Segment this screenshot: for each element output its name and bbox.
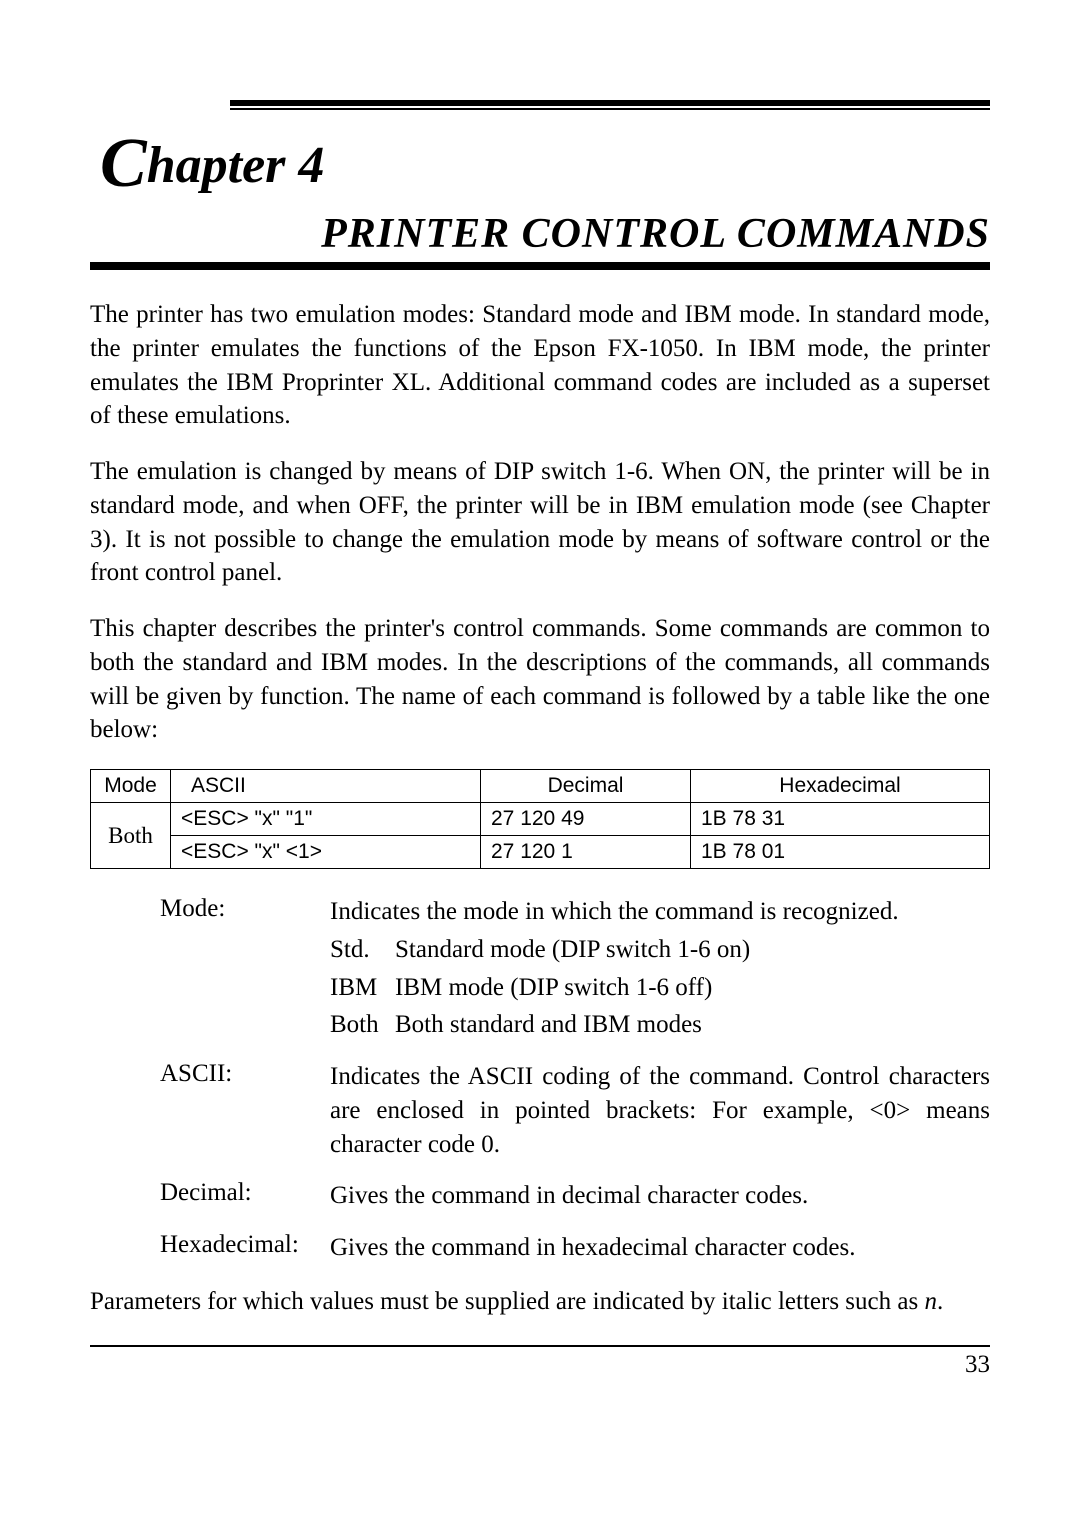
def-ascii: ASCII: Indicates the ASCII coding of the…	[160, 1060, 990, 1161]
closing-para: Parameters for which values must be supp…	[90, 1285, 990, 1319]
col-ascii: ASCII	[171, 770, 481, 803]
def-hex: Hexadecimal: Gives the command in hexade…	[160, 1231, 990, 1265]
def-mode: Mode: Indicates the mode in which the co…	[160, 895, 990, 1042]
def-body: Indicates the mode in which the command …	[330, 895, 990, 1042]
chapter-label: Chapter 4	[90, 124, 990, 204]
def-body: Gives the command in decimal character c…	[330, 1179, 990, 1213]
col-mode: Mode	[91, 770, 171, 803]
abbr-text: Standard mode (DIP switch 1-6 on)	[395, 933, 750, 967]
table-row: Both <ESC> "x" "1" 27 120 49 1B 78 31	[91, 803, 990, 836]
col-decimal: Decimal	[481, 770, 691, 803]
intro-para-2: The emulation is changed by means of DIP…	[90, 455, 990, 590]
cell-hex: 1B 78 01	[691, 836, 990, 869]
def-intro: Indicates the mode in which the command …	[330, 898, 899, 925]
page-number: 33	[90, 1351, 990, 1379]
cell-ascii: <ESC> "x" <1>	[171, 836, 481, 869]
col-hex: Hexadecimal	[691, 770, 990, 803]
intro-para-1: The printer has two emulation modes: Sta…	[90, 298, 990, 433]
def-sub-line: IBM IBM mode (DIP switch 1-6 off)	[330, 971, 990, 1005]
header-thick-rule	[230, 100, 990, 106]
table-row: <ESC> "x" <1> 27 120 1 1B 78 01	[91, 836, 990, 869]
cell-ascii: <ESC> "x" "1"	[171, 803, 481, 836]
def-body: Gives the command in hexadecimal charact…	[330, 1231, 990, 1265]
chapter-initial: C	[100, 125, 147, 202]
footer-rule	[90, 1345, 990, 1348]
title-underline-rule	[90, 262, 990, 270]
abbr: Std.	[330, 933, 395, 967]
intro-para-3: This chapter describes the printer's con…	[90, 612, 990, 747]
closing-text-c: .	[937, 1288, 943, 1315]
abbr-text: Both standard and IBM modes	[395, 1008, 702, 1042]
closing-text-a: Parameters for which values must be supp…	[90, 1288, 924, 1315]
header-thin-rule	[230, 108, 990, 110]
closing-text-italic: n	[924, 1288, 937, 1315]
cell-decimal: 27 120 1	[481, 836, 691, 869]
def-term: ASCII:	[160, 1060, 330, 1161]
def-sub-line: Both Both standard and IBM modes	[330, 1008, 990, 1042]
abbr: IBM	[330, 971, 395, 1005]
def-body: Indicates the ASCII coding of the comman…	[330, 1060, 990, 1161]
cell-hex: 1B 78 31	[691, 803, 990, 836]
page-title: PRINTER CONTROL COMMANDS	[90, 210, 990, 258]
table-header-row: Mode ASCII Decimal Hexadecimal	[91, 770, 990, 803]
chapter-rest: hapter 4	[147, 137, 325, 194]
cell-mode: Both	[91, 803, 171, 869]
def-term: Mode:	[160, 895, 330, 1042]
abbr: Both	[330, 1008, 395, 1042]
def-term: Decimal:	[160, 1179, 330, 1213]
def-decimal: Decimal: Gives the command in decimal ch…	[160, 1179, 990, 1213]
def-sub-line: Std. Standard mode (DIP switch 1-6 on)	[330, 933, 990, 967]
cell-decimal: 27 120 49	[481, 803, 691, 836]
command-table: Mode ASCII Decimal Hexadecimal Both <ESC…	[90, 769, 990, 869]
abbr-text: IBM mode (DIP switch 1-6 off)	[395, 971, 712, 1005]
def-term: Hexadecimal:	[160, 1231, 330, 1265]
definitions-block: Mode: Indicates the mode in which the co…	[160, 895, 990, 1265]
